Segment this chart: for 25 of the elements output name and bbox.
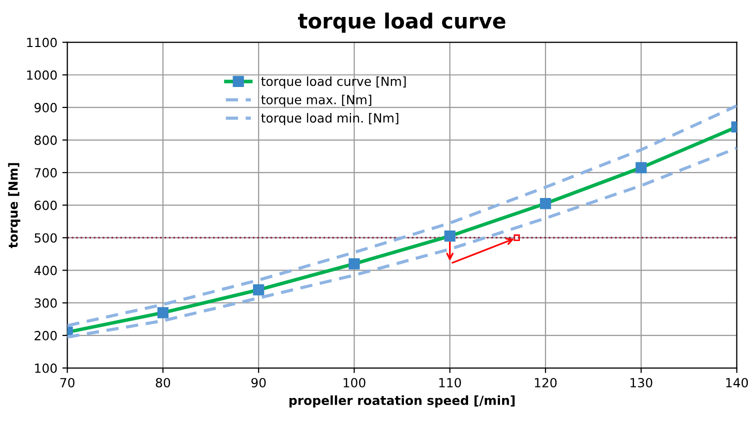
x-tick-label: 80	[156, 378, 170, 388]
legend-label: torque load curve [Nm]	[261, 76, 406, 88]
x-tick-label: 140	[726, 378, 748, 388]
y-axis-title: torque [Nm]	[8, 163, 20, 248]
y-tick-label: 200	[34, 330, 57, 340]
y-tick-label: 1100	[27, 38, 57, 48]
y-tick-label: 1000	[27, 70, 57, 80]
y-tick-label: 700	[34, 168, 57, 178]
chart-title: torque load curve	[298, 12, 506, 33]
y-tick-label: 600	[34, 200, 57, 210]
x-tick-label: 70	[60, 378, 74, 388]
x-tick-label: 100	[344, 378, 366, 388]
y-tick-label: 800	[34, 135, 57, 145]
legend-label: torque load min. [Nm]	[261, 113, 398, 126]
x-tick-label: 110	[439, 378, 461, 388]
legend-label: torque max. [Nm]	[261, 94, 372, 107]
x-axis-title: propeller roatation speed [/min]	[289, 395, 515, 408]
y-tick-label: 900	[34, 102, 57, 112]
y-tick-label: 100	[35, 363, 57, 373]
x-tick-label: 120	[534, 378, 557, 388]
y-tick-label: 300	[34, 298, 57, 308]
x-tick-label: 130	[630, 378, 652, 388]
x-tick-label: 90	[251, 378, 266, 388]
y-tick-label: 400	[34, 266, 57, 276]
y-tick-label: 500	[34, 233, 57, 243]
